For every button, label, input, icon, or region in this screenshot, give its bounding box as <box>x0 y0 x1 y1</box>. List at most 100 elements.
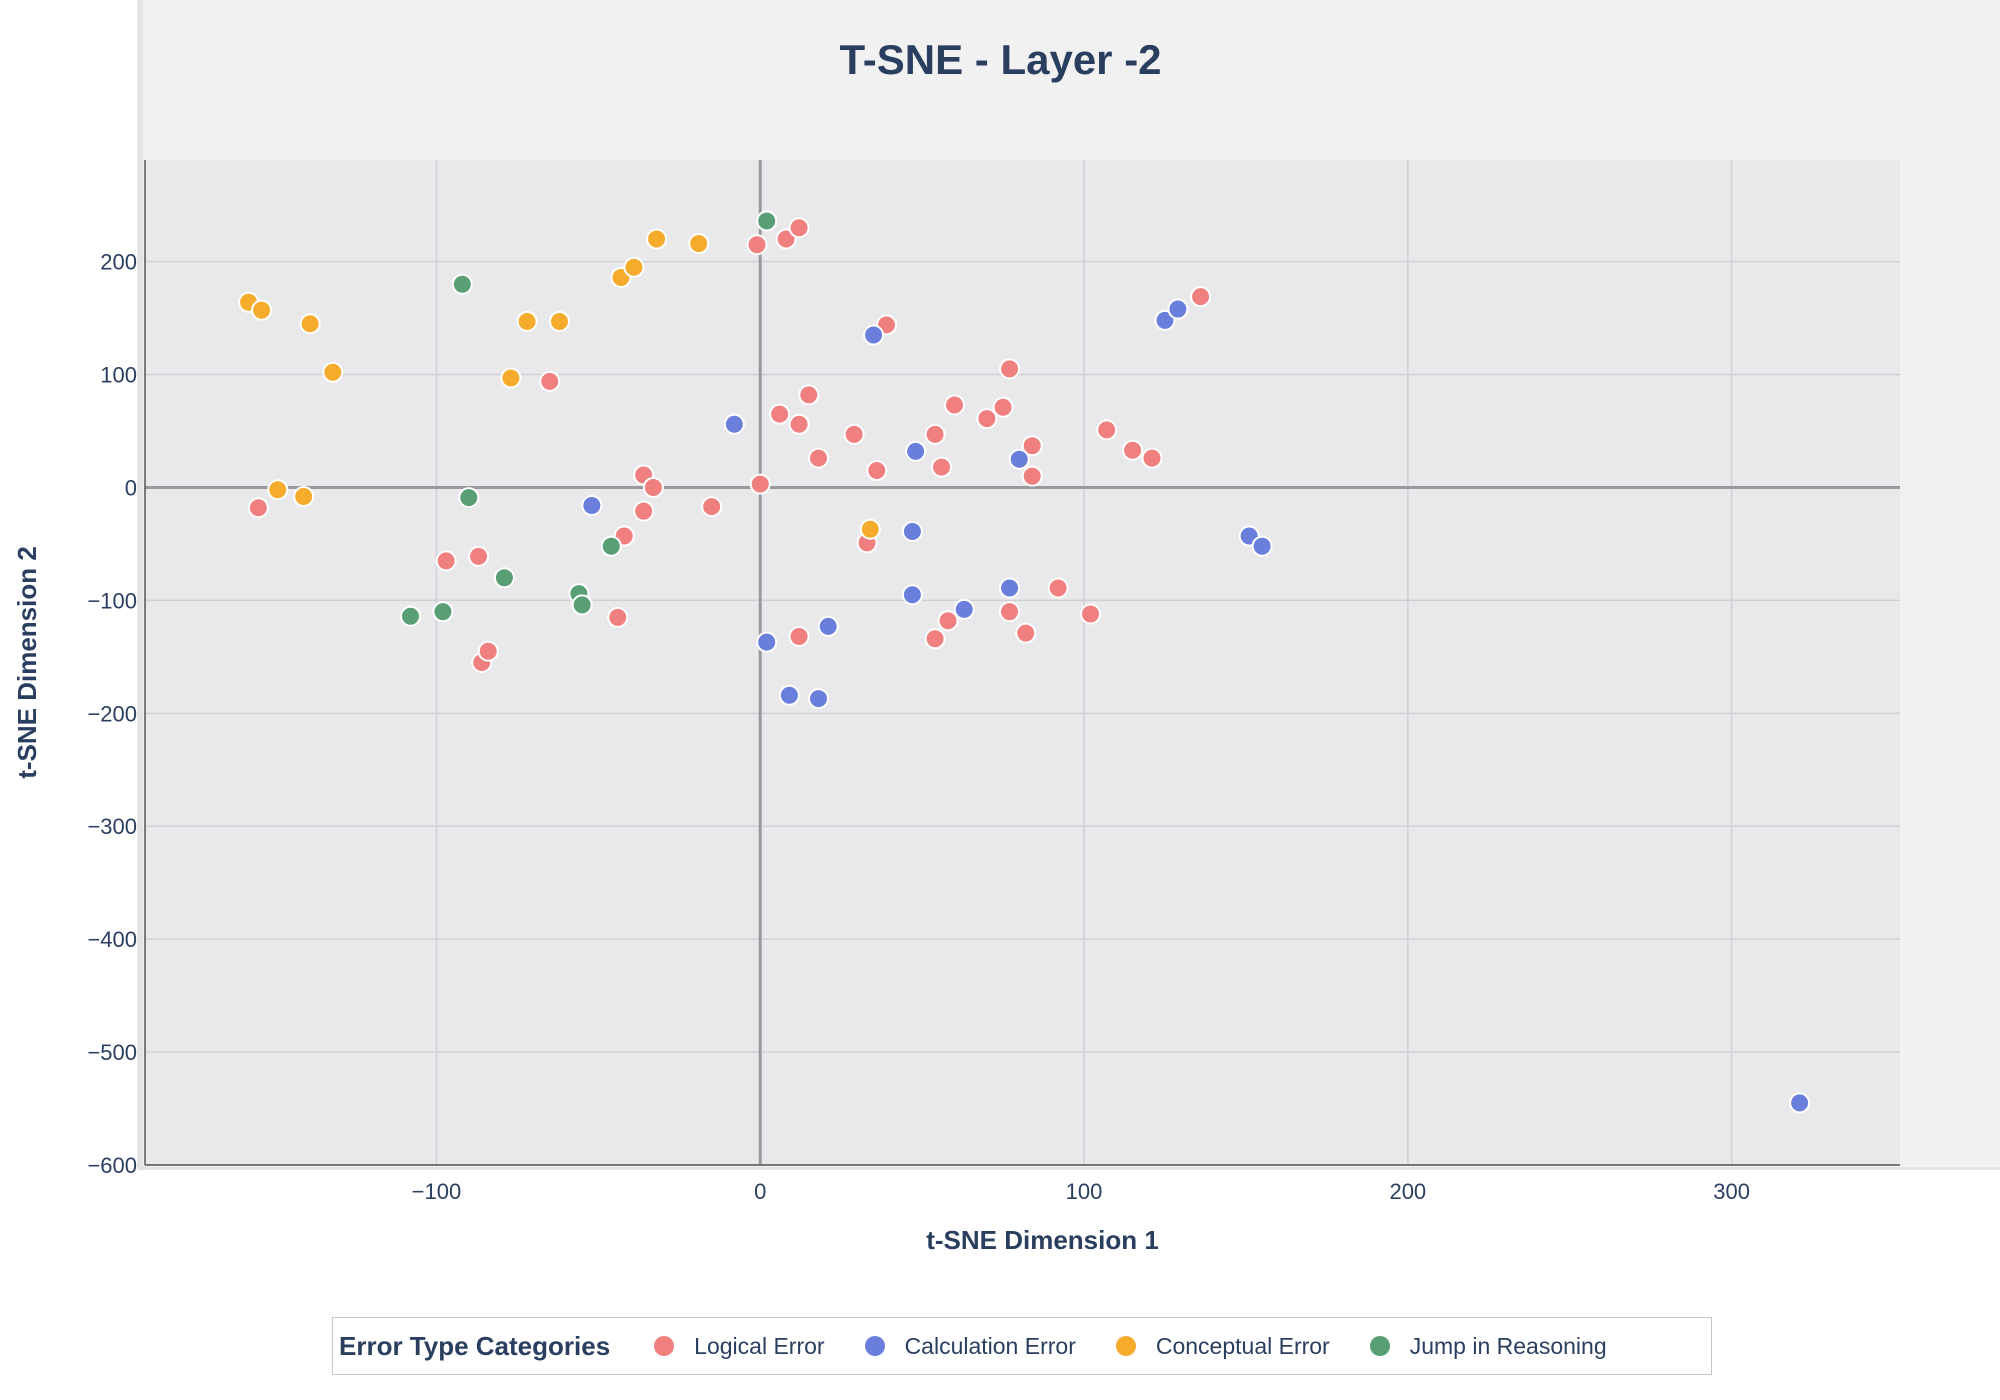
legend-label: Jump in Reasoning <box>1409 1332 1607 1359</box>
data-point <box>817 615 839 637</box>
data-point <box>1190 286 1212 308</box>
legend-label: Logical Error <box>694 1332 825 1359</box>
data-point <box>905 440 927 462</box>
legend-marker <box>1369 1336 1390 1356</box>
data-point <box>600 535 622 557</box>
data-point <box>267 479 289 501</box>
data-point <box>1096 419 1118 441</box>
data-point <box>468 545 490 567</box>
data-point <box>866 460 888 482</box>
data-point <box>548 310 570 332</box>
data-point <box>1167 298 1189 320</box>
data-point <box>435 550 457 572</box>
data-point <box>788 217 810 239</box>
y-tick-label: −600 <box>87 1153 137 1178</box>
x-tick-label: 300 <box>1713 1179 1750 1204</box>
legend-marker <box>864 1336 885 1356</box>
x-axis-title: t-SNE Dimension 1 <box>926 1225 1159 1255</box>
data-point <box>581 495 603 517</box>
data-point <box>322 361 344 383</box>
data-point <box>633 500 655 522</box>
data-point <box>1047 577 1069 599</box>
y-tick-label: 200 <box>100 250 137 275</box>
data-point <box>944 394 966 416</box>
y-tick-label: −300 <box>87 814 137 839</box>
data-point <box>924 423 946 445</box>
data-point <box>924 628 946 650</box>
data-point <box>1021 465 1043 487</box>
data-point <box>798 384 820 406</box>
legend: Error Type Categories Logical Error Calc… <box>332 1317 1712 1375</box>
data-point <box>937 610 959 632</box>
scatter-plot: −100 0 100 200 300 200 100 0 −100 −200 −300 −400 −50… <box>12 160 1900 1255</box>
y-tick-label: −200 <box>87 701 137 726</box>
data-point <box>539 370 561 392</box>
data-point <box>251 299 273 321</box>
series-conceptual-error <box>238 228 881 540</box>
data-point <box>931 456 953 478</box>
data-point <box>571 594 593 616</box>
data-point <box>976 408 998 430</box>
data-point <box>788 413 810 435</box>
y-tick-label: −100 <box>87 588 137 613</box>
axes <box>144 160 1900 1166</box>
plot-area <box>145 160 1900 1165</box>
data-point <box>477 640 499 662</box>
x-tick-label: 0 <box>754 1179 766 1204</box>
data-point <box>863 324 885 346</box>
legend-item-conceptual-error[interactable]: Conceptual Error <box>1115 1332 1330 1360</box>
data-point <box>808 447 830 469</box>
series-jump-in-reasoning <box>400 210 778 627</box>
data-point <box>646 228 668 250</box>
data-point <box>1015 622 1037 644</box>
data-point <box>516 310 538 332</box>
legend-item-jump-in-reasoning[interactable]: Jump in Reasoning <box>1369 1332 1607 1360</box>
data-point <box>859 518 881 540</box>
data-point <box>1021 435 1043 457</box>
legend-label: Calculation Error <box>904 1332 1076 1359</box>
data-point <box>247 497 269 519</box>
data-point <box>1789 1092 1811 1114</box>
data-point <box>901 584 923 606</box>
data-point <box>688 233 710 255</box>
series-calculation-error <box>581 298 1811 1114</box>
data-point <box>769 403 791 425</box>
tick-labels: −100 0 100 200 300 200 100 0 −100 −200 −300 −400 −50… <box>87 250 1750 1204</box>
x-tick-label: 100 <box>1066 1179 1103 1204</box>
data-point <box>746 234 768 256</box>
x-tick-label: 200 <box>1389 1179 1426 1204</box>
y-axis-title: t-SNE Dimension 2 <box>12 546 42 779</box>
data-point <box>500 367 522 389</box>
data-point <box>999 577 1021 599</box>
y-tick-label: 0 <box>125 475 137 500</box>
chart-title: T-SNE - Layer -2 <box>839 36 1162 83</box>
y-tick-label: −400 <box>87 927 137 952</box>
legend-label: Conceptual Error <box>1155 1332 1330 1359</box>
data-point <box>642 476 664 498</box>
data-point <box>953 598 975 620</box>
data-point <box>788 626 810 648</box>
data-point <box>1122 439 1144 461</box>
data-point <box>756 210 778 232</box>
legend-title: Error Type Categories <box>339 1330 611 1361</box>
y-tick-label: −500 <box>87 1040 137 1065</box>
data-point <box>999 601 1021 623</box>
y-tick-label: 100 <box>100 363 137 388</box>
legend-item-calculation-error[interactable]: Calculation Error <box>864 1332 1076 1360</box>
data-point <box>1008 448 1030 470</box>
legend-item-logical-error[interactable]: Logical Error <box>654 1332 825 1360</box>
series-logical-error <box>247 217 1212 673</box>
data-point <box>749 473 771 495</box>
data-point <box>778 684 800 706</box>
data-point <box>493 567 515 589</box>
data-point <box>432 601 454 623</box>
data-point <box>451 273 473 295</box>
data-point <box>607 606 629 628</box>
data-point <box>1141 447 1163 469</box>
data-point <box>999 358 1021 380</box>
legend-marker <box>1115 1336 1136 1356</box>
data-point <box>299 313 321 335</box>
data-point <box>808 688 830 710</box>
data-point <box>1251 535 1273 557</box>
data-point <box>901 521 923 543</box>
